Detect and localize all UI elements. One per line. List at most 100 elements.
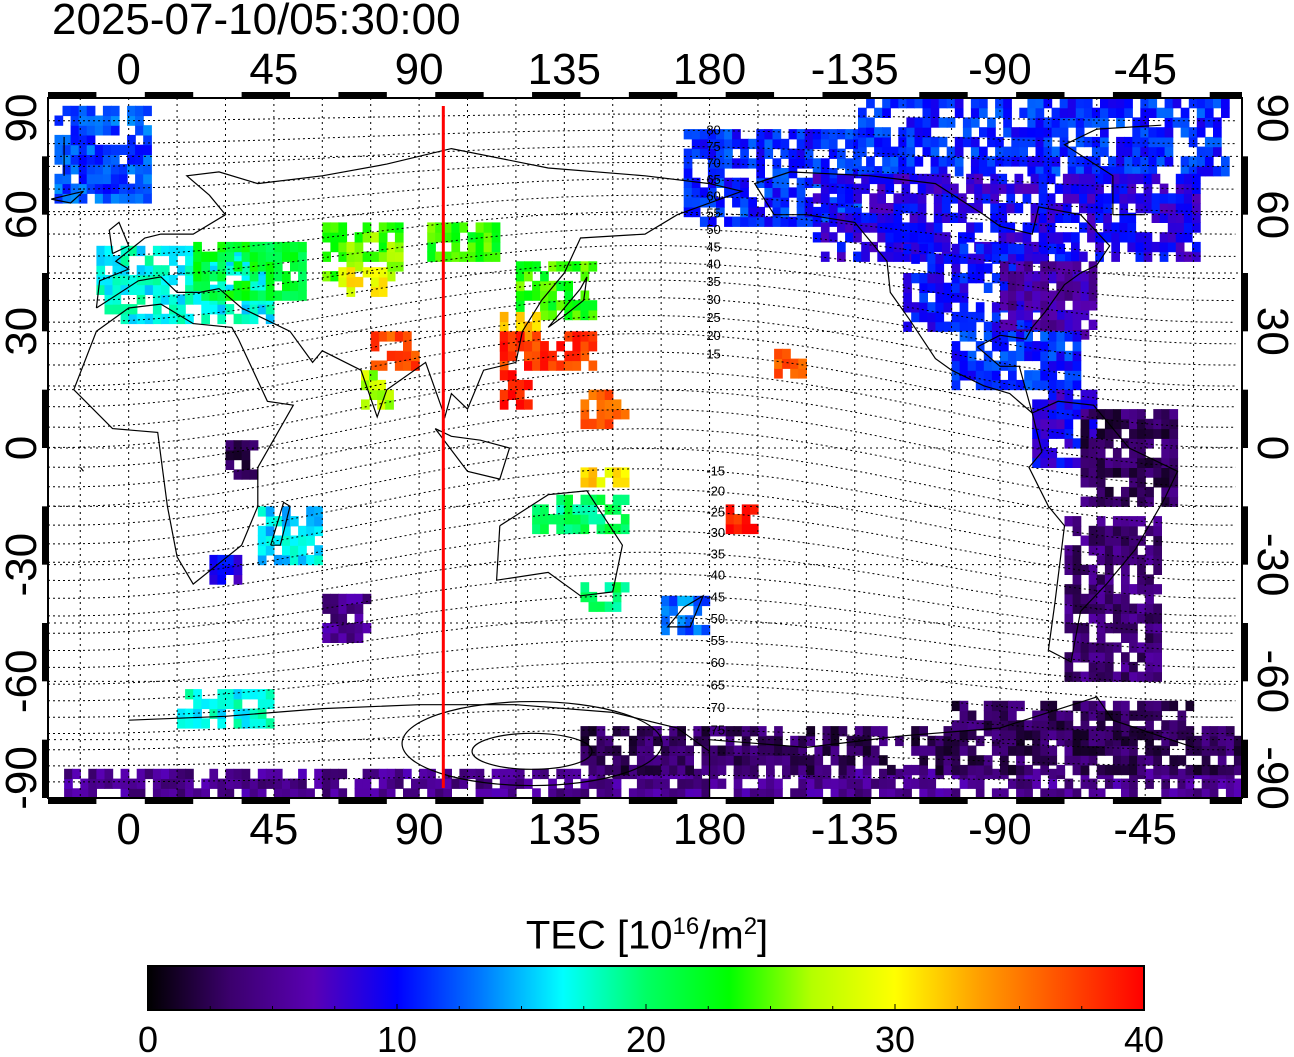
tec-cell: [612, 755, 622, 766]
tec-cell: [914, 127, 924, 138]
tec-cell: [1161, 409, 1170, 420]
tec-cell: [540, 300, 549, 311]
tec-cell: [1177, 768, 1187, 780]
tec-cell: [1209, 726, 1219, 737]
magnetic-latitude-contour: [48, 178, 1236, 213]
tec-cell: [201, 280, 210, 292]
tec-cell: [1140, 98, 1149, 109]
tec-cell: [906, 136, 916, 148]
tec-cell: [102, 115, 112, 126]
tec-cell: [112, 284, 122, 295]
tec-cell: [970, 98, 980, 109]
top-lon-tick-label: 180: [673, 45, 746, 94]
tec-cell: [257, 788, 267, 798]
tec-cell: [588, 300, 598, 311]
tec-cell: [1161, 467, 1170, 478]
tec-cell: [1209, 778, 1219, 789]
tec-cell: [604, 467, 614, 478]
tec-cell: [361, 370, 370, 381]
tec-cell: [394, 251, 404, 262]
tec-cell: [394, 241, 404, 253]
tec-cell: [919, 302, 928, 313]
tec-cell: [935, 302, 945, 313]
tec-cell: [732, 129, 741, 140]
tec-cell: [874, 127, 883, 138]
tec-cell: [1169, 496, 1179, 507]
tec-cell: [967, 311, 977, 323]
tec-cell: [1104, 745, 1114, 756]
tec-cell: [1225, 745, 1235, 756]
tec-cell: [1096, 545, 1106, 556]
tec-cell: [911, 273, 920, 284]
tec-cell: [386, 251, 396, 262]
tec-cell: [249, 689, 259, 700]
tec-cell: [225, 768, 235, 780]
tec-cell: [938, 156, 948, 167]
tec-cell: [1161, 735, 1170, 747]
tec-cell: [135, 125, 144, 136]
tec-cell: [1129, 632, 1138, 643]
tec-cell: [1104, 642, 1114, 653]
tec-cell: [1111, 232, 1120, 243]
tec-cell: [959, 764, 969, 776]
tec-cell: [691, 187, 701, 198]
tec-cell: [838, 726, 848, 737]
tec-cell: [862, 726, 872, 737]
tec-cell: [1075, 107, 1085, 118]
tec-cell: [906, 146, 916, 157]
tec-cell: [217, 778, 227, 789]
tec-cell: [1087, 232, 1096, 243]
tec-cell: [741, 735, 751, 747]
tec-cell: [451, 232, 461, 243]
tec-cell: [362, 778, 372, 789]
tec-cell: [548, 514, 557, 525]
tec-cell: [507, 379, 517, 391]
tec-cell: [540, 504, 549, 515]
tec-cell: [378, 778, 388, 789]
right-lat-tick-label: -60: [1248, 650, 1294, 714]
tec-cell: [96, 265, 106, 276]
frame-tick-bottom: [725, 798, 775, 804]
tec-cell: [1159, 212, 1169, 223]
tec-cell: [959, 331, 969, 342]
tec-cell: [135, 183, 144, 194]
tec-cell: [1129, 726, 1138, 737]
tec-cell: [701, 788, 711, 798]
tec-cell: [515, 341, 525, 352]
tec-cell: [898, 127, 907, 138]
tec-cell: [717, 764, 727, 776]
tec-cell: [917, 183, 927, 194]
tec-cell: [1027, 117, 1037, 128]
tec-cell: [169, 274, 178, 286]
tec-cell: [64, 768, 73, 780]
tec-cell: [1121, 778, 1130, 789]
tec-cell: [906, 166, 916, 177]
tec-cell: [1183, 193, 1193, 204]
tec-cell: [1145, 574, 1154, 585]
tec-cell: [677, 755, 686, 766]
tec-cell: [991, 379, 1001, 391]
tec-cell: [96, 768, 106, 780]
tec-cell: [1038, 173, 1048, 185]
tec-cell: [1121, 467, 1130, 478]
tec-cell: [951, 735, 961, 747]
tec-cell: [78, 105, 88, 117]
tec-cell: [1172, 117, 1182, 128]
tec-cell: [1096, 661, 1106, 673]
tec-cell: [838, 755, 848, 766]
tec-cell: [1145, 700, 1154, 712]
tec-cell: [991, 735, 1001, 747]
tec-cell: [893, 241, 903, 253]
tec-cell: [685, 615, 694, 626]
tec-cell: [766, 755, 775, 766]
tec-cell: [1024, 729, 1033, 741]
tec-cell: [699, 148, 709, 159]
tec-cell: [330, 271, 340, 282]
tec-cell: [1112, 593, 1122, 605]
tec-cell: [580, 331, 590, 342]
tec-cell: [1164, 127, 1174, 138]
tec-cell: [322, 251, 331, 262]
tec-cell: [1048, 271, 1058, 282]
tec-cell: [403, 768, 412, 780]
tec-cell: [1056, 399, 1066, 410]
